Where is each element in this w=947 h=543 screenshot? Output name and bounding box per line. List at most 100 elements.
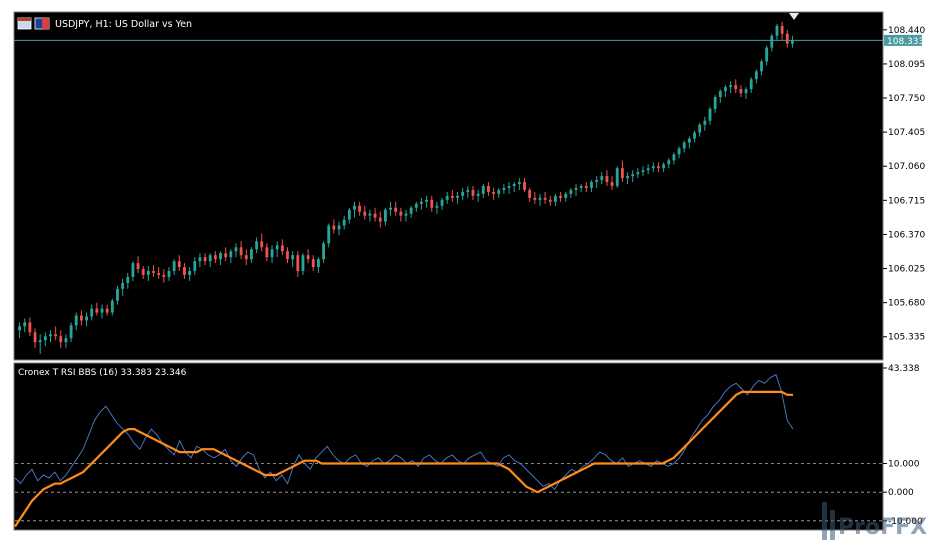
candle-body bbox=[765, 47, 769, 62]
candle-body bbox=[85, 316, 88, 321]
candle-body bbox=[533, 197, 537, 200]
candle-body bbox=[59, 336, 63, 343]
chart-title: USDJPY, H1: US Dollar vs Yen bbox=[55, 19, 192, 30]
candle-body bbox=[584, 186, 588, 188]
candle-body bbox=[136, 263, 140, 270]
candle-body bbox=[615, 168, 619, 186]
candle-body bbox=[28, 322, 32, 333]
price-tick-label: 108.095 bbox=[888, 60, 925, 70]
candle-body bbox=[23, 322, 27, 327]
candle-body bbox=[167, 271, 171, 277]
candle-body bbox=[332, 225, 336, 230]
candle-body bbox=[693, 132, 696, 139]
candle-body bbox=[487, 186, 490, 192]
candle-body bbox=[172, 261, 176, 272]
candle-body bbox=[517, 182, 521, 185]
candle-body bbox=[600, 176, 604, 181]
candle-body bbox=[311, 259, 315, 268]
current-price-label: 108.333 bbox=[887, 37, 924, 47]
candle-body bbox=[275, 245, 279, 250]
candle-body bbox=[718, 91, 722, 98]
candle-body bbox=[657, 166, 660, 169]
watermark-text: ProFFX bbox=[838, 515, 927, 540]
candle-body bbox=[146, 271, 150, 275]
candle-body bbox=[538, 197, 542, 200]
flag-icon-red bbox=[42, 18, 49, 29]
candle-body bbox=[203, 257, 207, 262]
candle-body bbox=[445, 195, 449, 200]
candle-body bbox=[775, 25, 779, 36]
candle-body bbox=[183, 267, 186, 275]
candle-body bbox=[188, 271, 192, 275]
candle-body bbox=[280, 245, 284, 252]
candle-body bbox=[110, 300, 114, 313]
candle-body bbox=[744, 89, 748, 94]
candle-body bbox=[116, 288, 119, 301]
candle-body bbox=[414, 203, 418, 208]
candle-body bbox=[543, 197, 547, 200]
candle-body bbox=[265, 247, 269, 258]
candle-body bbox=[687, 138, 691, 143]
chart-shift-marker[interactable] bbox=[789, 13, 799, 20]
indicator-pane[interactable] bbox=[13, 362, 884, 531]
candle-body bbox=[476, 193, 480, 196]
candle-body bbox=[641, 170, 645, 173]
candle-body bbox=[260, 241, 264, 248]
candle-body bbox=[713, 97, 717, 109]
candle-body bbox=[18, 326, 21, 331]
candle-body bbox=[791, 40, 794, 44]
candle-body bbox=[440, 199, 444, 206]
indicator-axis: 43.338 10.000 0.000 -10.000 bbox=[883, 364, 923, 527]
candle-body bbox=[481, 186, 485, 194]
candle-body bbox=[90, 308, 94, 317]
calendar-icon-header bbox=[18, 18, 31, 21]
candle-body bbox=[255, 241, 258, 250]
candle-body bbox=[662, 164, 666, 169]
candle-body bbox=[373, 213, 377, 218]
price-tick-label: 106.715 bbox=[888, 196, 925, 206]
candle-body bbox=[507, 186, 511, 188]
price-pane[interactable] bbox=[13, 11, 884, 361]
candle-body bbox=[698, 124, 702, 133]
candle-body bbox=[548, 199, 552, 202]
candle-body bbox=[430, 199, 434, 208]
candle-body bbox=[734, 85, 738, 90]
candle-body bbox=[785, 33, 789, 44]
candle-body bbox=[708, 108, 712, 121]
price-tick-label: 107.060 bbox=[888, 162, 925, 172]
candle-body bbox=[528, 189, 532, 198]
candle-body bbox=[152, 271, 155, 273]
candle-body bbox=[69, 325, 73, 339]
candle-body bbox=[651, 166, 655, 169]
current-price-tag bbox=[884, 34, 922, 46]
candle-body bbox=[74, 315, 78, 326]
candle-body bbox=[244, 255, 248, 260]
price-tick-label: 106.025 bbox=[888, 265, 925, 275]
candle-body bbox=[213, 255, 217, 260]
candle-body bbox=[141, 269, 145, 275]
candle-body bbox=[239, 247, 243, 256]
candle-body bbox=[754, 71, 758, 80]
candle-body bbox=[502, 187, 506, 190]
candle-body bbox=[605, 176, 609, 183]
candle-body bbox=[636, 172, 640, 175]
candle-body bbox=[121, 282, 125, 289]
candle-body bbox=[404, 213, 408, 216]
watermark-logo: ProFFX bbox=[822, 502, 927, 540]
price-tick-label: 105.680 bbox=[888, 299, 925, 309]
candle-body bbox=[368, 213, 372, 216]
price-tick-label: 106.370 bbox=[888, 230, 925, 240]
candle-body bbox=[54, 334, 58, 337]
candle-body bbox=[631, 174, 635, 177]
candle-body bbox=[353, 205, 356, 210]
price-tick-label: 107.750 bbox=[888, 94, 925, 104]
candle-body bbox=[38, 340, 42, 343]
candle-body bbox=[559, 195, 562, 198]
candle-body bbox=[770, 35, 774, 48]
candle-body bbox=[435, 205, 439, 208]
candle-body bbox=[234, 247, 238, 252]
candle-body bbox=[95, 308, 99, 313]
indicator-tick-label: 10.000 bbox=[888, 460, 920, 470]
chart-title-bar: USDJPY, H1: US Dollar vs Yen bbox=[17, 17, 192, 30]
